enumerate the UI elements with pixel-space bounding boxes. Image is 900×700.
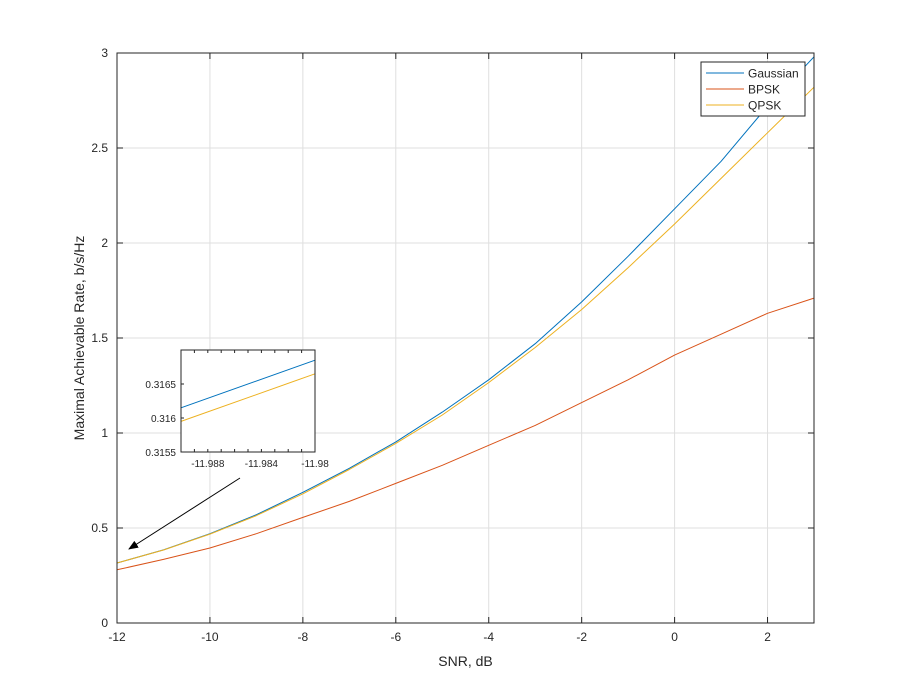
x-tick-label: -10 xyxy=(201,630,219,644)
y-tick-label: 2.5 xyxy=(91,141,108,155)
series-layer xyxy=(116,56,815,571)
x-tick-label: -6 xyxy=(390,630,401,644)
main-axes: -12 -10 -8 -6 -4 -2 0 2 0 0.5 1 1.5 2 2.5 3 SNR, dB Ma… xyxy=(71,46,815,669)
legend-label-qpsk: QPSK xyxy=(748,99,781,113)
ticks xyxy=(116,52,814,624)
inset-y-tick-label: 0.316 xyxy=(151,414,176,425)
legend-label-gaussian: Gaussian xyxy=(748,67,799,81)
x-tick-label: -8 xyxy=(298,630,309,644)
inset-x-tick-label: -11.988 xyxy=(191,459,225,470)
inset-plot-area xyxy=(181,350,315,452)
inset-ticks xyxy=(180,350,316,453)
inset-x-tick-label: -11.98 xyxy=(301,459,329,470)
grid xyxy=(117,53,814,623)
x-axis-label: SNR, dB xyxy=(438,653,492,669)
inset-axes: -11.988 -11.984 -11.98 0.3155 0.316 0.3165 xyxy=(145,349,329,470)
inset-series-layer xyxy=(180,359,316,422)
y-tick-label: 0 xyxy=(101,616,108,630)
inset-tick-labels: -11.988 -11.984 -11.98 0.3155 0.316 0.3165 xyxy=(145,380,329,470)
series-line-qpsk xyxy=(116,86,815,564)
y-tick-label: 1.5 xyxy=(91,331,108,345)
x-tick-label: 0 xyxy=(671,630,678,644)
x-tick-label: -4 xyxy=(483,630,494,644)
series-line-bpsk xyxy=(116,297,815,571)
x-tick-label: -2 xyxy=(576,630,587,644)
inset-y-tick-label: 0.3155 xyxy=(145,448,176,459)
series-line-gaussian xyxy=(116,56,815,564)
inset-x-tick-label: -11.984 xyxy=(245,459,279,470)
inset-series-line-gaussian xyxy=(180,359,316,409)
y-tick-label: 2 xyxy=(101,236,108,250)
inset-series-line-qpsk xyxy=(180,373,316,422)
tick-labels: -12 -10 -8 -6 -4 -2 0 2 0 0.5 1 1.5 2 2.5 3 xyxy=(91,46,771,644)
inset-y-tick-label: 0.3165 xyxy=(145,380,176,391)
y-tick-label: 1 xyxy=(101,426,108,440)
legend[interactable]: Gaussian BPSK QPSK xyxy=(700,61,806,117)
zoom-annotation-arrow xyxy=(128,477,241,550)
y-tick-label: 3 xyxy=(101,46,108,60)
legend-label-bpsk: BPSK xyxy=(748,83,780,97)
y-tick-label: 0.5 xyxy=(91,521,108,535)
x-tick-label: 2 xyxy=(764,630,771,644)
x-tick-label: -12 xyxy=(108,630,126,644)
y-axis-label: Maximal Achievable Rate, b/s/Hz xyxy=(71,236,87,441)
